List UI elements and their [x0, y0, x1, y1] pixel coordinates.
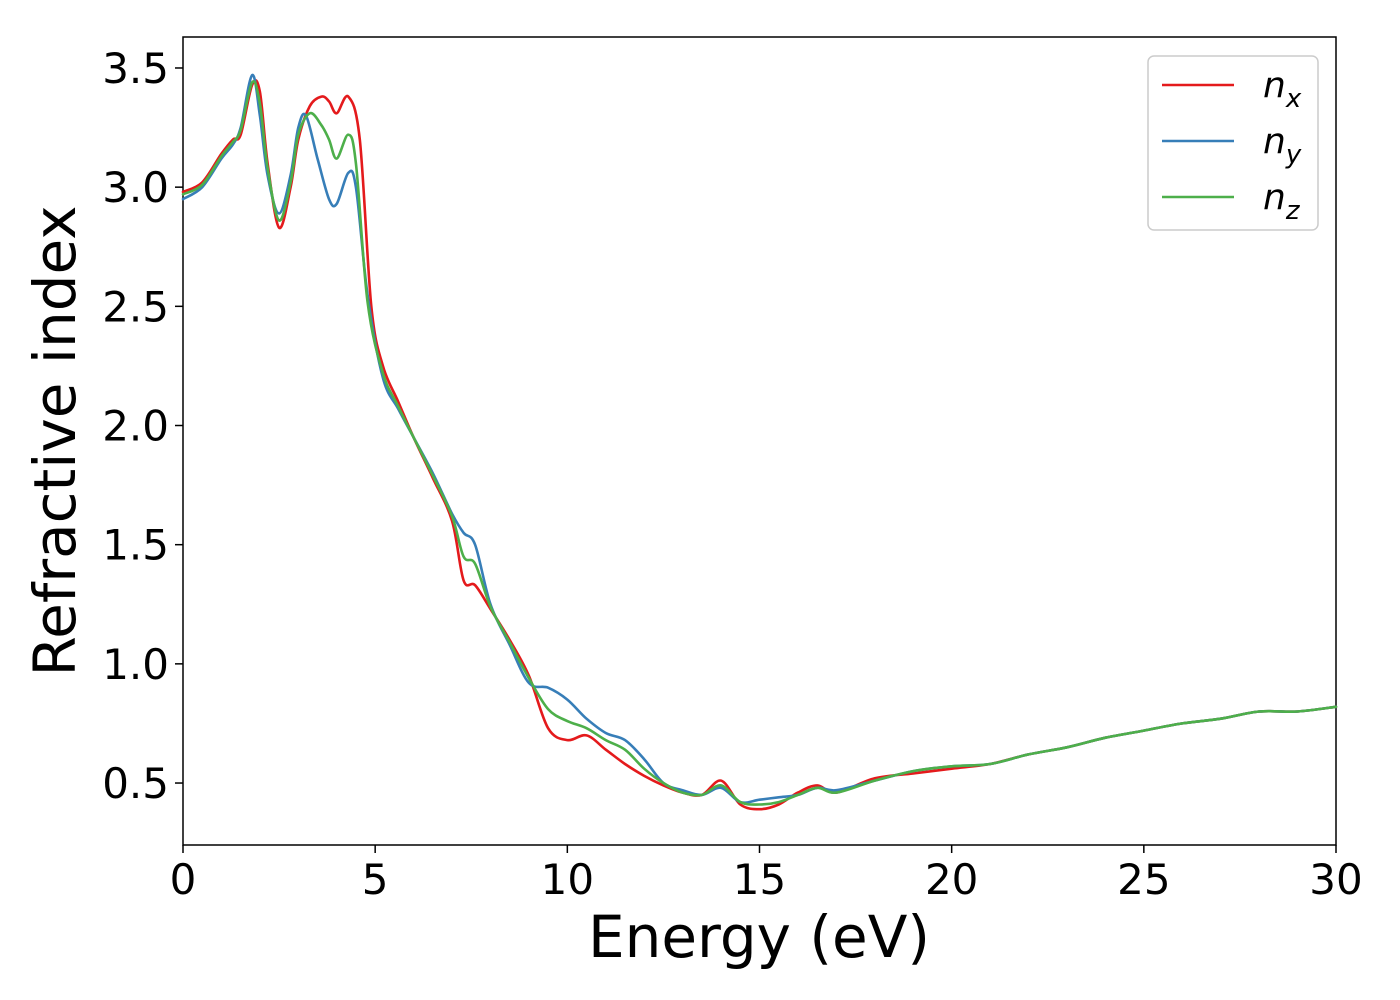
legend-box — [1147, 55, 1319, 231]
x-tick-label: 15 — [733, 855, 786, 904]
x-axis-label: Energy (eV) — [588, 903, 930, 971]
legend-label: nx — [1263, 65, 1302, 114]
legend-label-subscript: y — [1285, 140, 1302, 170]
x-axis-ticks: 0 5 10 15 20 25 30 — [170, 845, 1363, 904]
y-axis-ticks: 0.5 1.0 1.5 2.0 2.5 3.0 3.5 — [102, 44, 183, 808]
legend-label: nz — [1263, 177, 1301, 226]
legend-label-subscript: z — [1285, 196, 1301, 226]
y-tick-label: 2.0 — [102, 402, 169, 451]
y-tick-label: 3.5 — [102, 44, 169, 93]
legend-label-subscript: x — [1285, 84, 1302, 114]
x-tick-label: 5 — [362, 855, 389, 904]
x-tick-label: 0 — [170, 855, 197, 904]
legend-label: ny — [1263, 121, 1302, 170]
y-tick-label: 2.5 — [102, 282, 169, 331]
x-tick-label: 30 — [1309, 855, 1362, 904]
x-tick-label: 10 — [541, 855, 594, 904]
series-line-n-z — [181, 80, 1338, 806]
legend-label-base: n — [1263, 121, 1286, 162]
x-tick-label: 20 — [925, 855, 978, 904]
y-tick-label: 1.0 — [102, 640, 169, 689]
series-group — [181, 73, 1338, 811]
legend-label-base: n — [1263, 65, 1286, 106]
legend-label-base: n — [1263, 177, 1286, 218]
y-tick-label: 0.5 — [102, 759, 169, 808]
x-tick-label: 25 — [1117, 855, 1170, 904]
y-tick-label: 1.5 — [102, 521, 169, 570]
y-axis-label: Refractive index — [21, 205, 89, 676]
y-tick-label: 3.0 — [102, 163, 169, 212]
